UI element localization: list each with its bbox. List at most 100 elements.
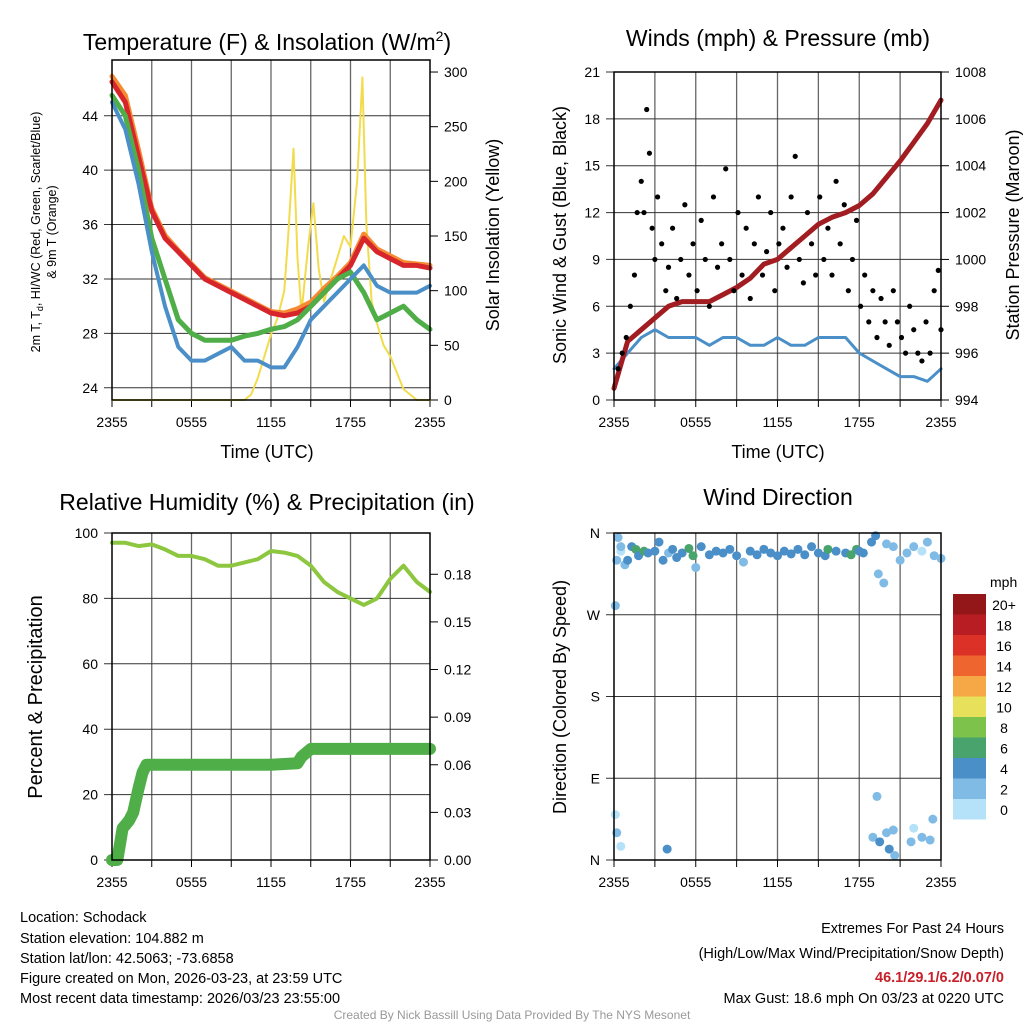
wind-direction-point: [868, 832, 878, 842]
wind-direction-point: [873, 569, 883, 579]
wind-direction-point: [823, 544, 833, 554]
y-tick-label: 3: [592, 345, 600, 361]
gust-point: [735, 209, 741, 216]
legend-label: 8: [1000, 720, 1008, 736]
plot-frame: [613, 71, 942, 401]
temperature-y-axis-label: 2m T, Td, HI/WC (Red, Green, Scarlet/Blu…: [29, 112, 45, 353]
wind-direction-point: [813, 548, 823, 558]
wind-direction-point: [691, 563, 701, 573]
x-tick-label: 0555: [176, 874, 207, 890]
wind-direction-point: [732, 551, 742, 561]
y-right-tick-label: 1000: [955, 251, 986, 267]
wind-direction-point: [890, 850, 900, 860]
gust-point: [800, 280, 806, 286]
gust-point: [935, 267, 941, 273]
pressure-y-axis-label: Station Pressure (Maroon): [1003, 129, 1023, 340]
y-right-tick-label: 996: [955, 345, 979, 361]
gust-point: [638, 178, 644, 184]
gust-point: [915, 350, 921, 356]
y-tick-label: 40: [82, 162, 98, 178]
y-tick-label: E: [591, 770, 600, 786]
extremes-title: Extremes For Past 24 Hours: [821, 921, 1004, 937]
gust-point: [686, 272, 692, 278]
wind-direction-point: [872, 791, 882, 801]
y-tick-label: 21: [584, 64, 600, 80]
wind-direction-point: [725, 544, 735, 554]
wind-direction-panel-title: Wind Direction: [703, 484, 853, 510]
gust-point: [829, 272, 835, 278]
humidity-line: [110, 540, 432, 607]
legend-label: 14: [996, 659, 1012, 675]
x-tick-label: 1755: [335, 414, 366, 430]
legend-swatch-12: [953, 676, 986, 697]
y-right-tick-label: 50: [444, 337, 460, 353]
wind-direction-point: [704, 550, 714, 560]
wind-direction-point: [779, 546, 789, 556]
wind-direction-point: [922, 537, 932, 547]
y-right-tick-label: 1008: [955, 64, 986, 80]
temperature-panel-title: Temperature (F) & Insolation (W/m2): [83, 28, 451, 55]
gust-point: [669, 225, 676, 231]
gust-point: [727, 256, 733, 263]
gust-point: [853, 217, 860, 223]
gust-point: [759, 272, 766, 278]
gust-point: [923, 319, 929, 325]
y-right-tick-label: 150: [444, 228, 468, 244]
x-tick-label: 0555: [680, 874, 711, 890]
gust-point: [649, 225, 655, 231]
wind-direction-point: [909, 542, 919, 552]
gust-point: [772, 288, 778, 294]
y-right-tick-label: 1006: [955, 111, 986, 127]
gust-point: [911, 327, 917, 333]
gust-point: [862, 272, 868, 278]
y-tick-label: 100: [75, 525, 99, 541]
wind-direction-point: [650, 546, 660, 556]
pressure-line: [611, 97, 944, 391]
x-tick-label: 1155: [256, 414, 286, 430]
gust-point: [768, 209, 774, 216]
y-right-tick-label: 0.15: [444, 614, 471, 630]
x-tick-label: 1755: [335, 874, 366, 890]
gust-point: [698, 217, 704, 223]
y-right-tick-label: 200: [444, 173, 468, 189]
y-tick-label: 40: [82, 721, 98, 737]
legend-label: 20+: [992, 597, 1016, 613]
y-tick-label: 24: [82, 380, 98, 396]
y-right-tick-label: 0: [444, 392, 452, 408]
wind-direction-point: [688, 551, 698, 561]
legend-swatch-0: [953, 799, 986, 820]
y-right-tick-label: 998: [955, 298, 979, 314]
y-tick-label: 12: [584, 205, 600, 221]
wind-direction-point: [888, 825, 898, 835]
gust-point: [813, 272, 819, 278]
gust-point: [755, 194, 762, 200]
recent-data-text: Most recent data timestamp: 2026/03/23 2…: [20, 991, 340, 1007]
legend-swatch-14: [953, 655, 986, 676]
series-line-hi-wc: [110, 100, 432, 370]
wind-direction-point: [610, 810, 620, 820]
gust-point: [890, 288, 896, 294]
gust-point: [723, 166, 729, 172]
legend-label: 16: [996, 638, 1012, 654]
gust-point: [792, 153, 798, 159]
gust-point: [655, 194, 661, 200]
legend-swatch-2: [953, 778, 986, 799]
gust-point: [702, 256, 708, 263]
wind-direction-point: [668, 544, 678, 554]
gust-point: [623, 334, 629, 341]
created-text: Figure created on Mon, 2026-03-23, at 23…: [20, 971, 342, 987]
x-tick-label: 1155: [762, 414, 792, 430]
gust-point: [817, 194, 823, 200]
gust-point: [907, 303, 913, 309]
legend-label: 10: [996, 700, 1012, 716]
series-line-td: [109, 92, 433, 343]
gust-point: [634, 209, 640, 216]
legend-label: 4: [1000, 761, 1008, 777]
wind-direction-point: [928, 814, 938, 824]
gust-point: [652, 256, 658, 263]
plot-frame: [111, 532, 431, 861]
gust-point: [886, 342, 892, 348]
winds-panel-title: Winds (mph) & Pressure (mb): [626, 25, 930, 51]
wind-direction-point: [616, 841, 626, 851]
